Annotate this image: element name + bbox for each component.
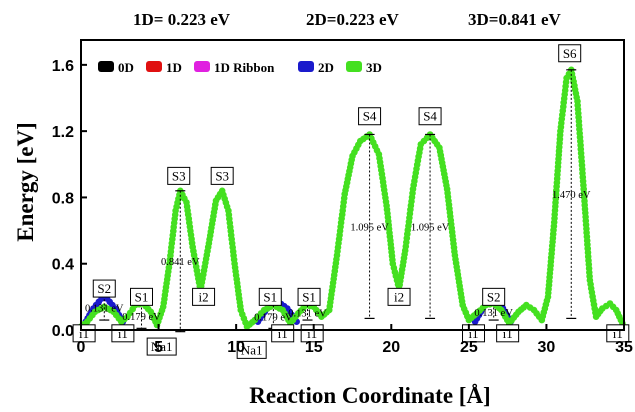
state-label: i1	[118, 326, 128, 341]
state-label-box	[558, 44, 582, 63]
state-label: S1	[302, 289, 316, 304]
state-label: S3	[172, 168, 186, 183]
header-label-3d: 3D=0.841 eV	[468, 10, 562, 29]
y-tick-label: 0.8	[52, 190, 74, 207]
header-label-2d: 2D=0.223 eV	[306, 10, 400, 29]
state-label: S6	[563, 46, 577, 61]
state-label: S1	[135, 289, 149, 304]
state-label-box	[146, 337, 177, 356]
legend-label: 0D	[118, 60, 134, 75]
state-label: i1	[613, 326, 623, 341]
barrier-label: 0.131 eV	[85, 304, 124, 315]
state-label: i1	[468, 326, 478, 341]
state-label-box	[236, 340, 267, 359]
x-tick-label: 0	[77, 339, 86, 356]
state-label: i1	[79, 326, 89, 341]
y-axis-title: Energy [eV]	[13, 122, 38, 241]
state-label-box	[92, 279, 116, 298]
state-label-box	[358, 107, 382, 126]
barrier-label: 0.841 eV	[161, 257, 200, 268]
tick-layer: 0 5 10 15 20 25 30 35 0.0 0.4 0.8 1.2 1.6	[52, 58, 633, 356]
barrier-label: 1.095 eV	[411, 222, 450, 233]
x-tick-label: 30	[538, 339, 556, 356]
state-label-box	[297, 287, 321, 306]
state-label: S1	[263, 289, 277, 304]
legend-swatch	[346, 61, 362, 72]
state-label: i1	[278, 326, 288, 341]
barrier-label: 1.095 eV	[350, 222, 389, 233]
state-label-box	[258, 287, 282, 306]
y-tick-label: 0.4	[52, 257, 74, 274]
y-tick-label: 1.2	[52, 124, 74, 141]
x-tick-label: 35	[615, 339, 633, 356]
state-label-box	[167, 166, 191, 185]
legend-label: 1D Ribbon	[214, 60, 275, 75]
state-label: Na1	[151, 339, 173, 354]
header-label-1d: 1D= 0.223 eV	[133, 10, 231, 29]
barrier-label: 0.179 eV	[254, 313, 293, 324]
y-tick-label: 1.6	[52, 58, 74, 75]
annotation-layer: 0.131 eV0.179 eV0.841 eV0.179 eV0.131 eV…	[72, 44, 630, 359]
legend-swatch	[298, 61, 314, 72]
state-label-box	[130, 287, 154, 306]
legend-label: 1D	[166, 60, 182, 75]
state-label: i1	[307, 326, 317, 341]
x-axis-title: Reaction Coordinate [Å]	[249, 383, 490, 408]
x-tick-label: 15	[305, 339, 323, 356]
legend-swatch	[98, 61, 114, 72]
x-tick-label: 25	[460, 339, 478, 356]
x-tick-label: 20	[382, 339, 400, 356]
state-label: S2	[97, 281, 111, 296]
state-label: S3	[215, 168, 229, 183]
legend: 0D 1D 1D Ribbon 2D 3D	[98, 60, 382, 75]
x-tick-label: 5	[154, 339, 163, 356]
state-label: i2	[199, 289, 209, 304]
state-label: i1	[503, 326, 513, 341]
series-layer	[77, 66, 626, 331]
plot-frame	[80, 39, 625, 331]
state-label-box	[418, 107, 442, 126]
legend-label: 2D	[318, 60, 334, 75]
legend-swatch	[194, 61, 210, 72]
state-label: i2	[394, 289, 404, 304]
state-label: Na1	[241, 342, 263, 357]
state-label-box	[387, 287, 411, 306]
state-label-box	[482, 287, 506, 306]
legend-swatch	[146, 61, 162, 72]
barrier-label: 0.131 eV	[288, 309, 327, 320]
y-tick-label: 0.0	[52, 323, 74, 340]
state-label: S4	[423, 109, 437, 124]
legend-label: 3D	[366, 60, 382, 75]
series-3d-line	[79, 67, 625, 329]
barrier-label: 1.470 eV	[552, 190, 591, 201]
barrier-label: 0.179 eV	[122, 312, 161, 323]
state-label: S4	[363, 109, 377, 124]
x-tick-label: 10	[227, 339, 245, 356]
state-label-box	[210, 166, 234, 185]
state-label-box	[192, 287, 216, 306]
state-label: S2	[487, 289, 501, 304]
barrier-label: 0.131 eV	[474, 308, 513, 319]
